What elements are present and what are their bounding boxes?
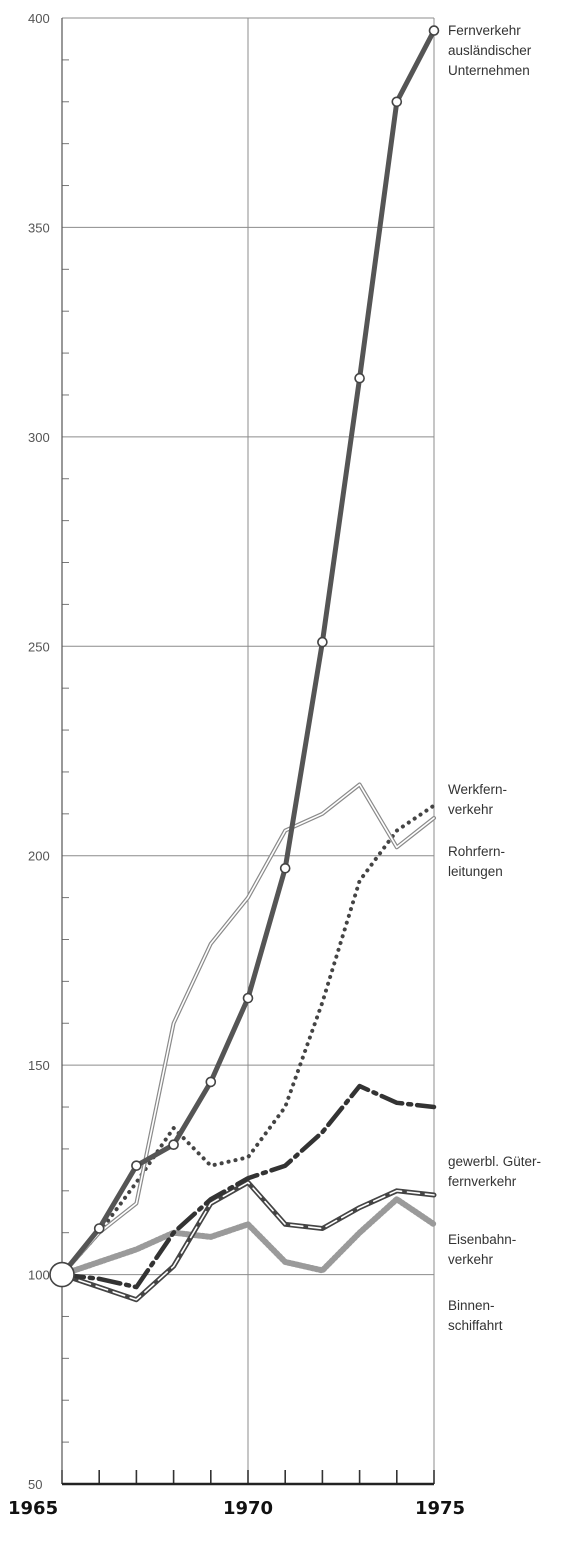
series-label-4-line-1: verkehr (448, 1252, 494, 1267)
y-tick-label-100: 100 (28, 1268, 50, 1283)
data-point (168, 1139, 179, 1151)
minor-ticks (61, 59, 435, 1484)
series-label-1-line-0: Werkfern- (448, 782, 507, 797)
x-tick-label-1970: 1970 (223, 1498, 273, 1519)
series-label-1-line-1: verkehr (448, 802, 494, 817)
series-2 (60, 803, 436, 1277)
series-label-2-line-0: Rohrfern- (448, 844, 505, 859)
series-label-3-line-1: fernverkehr (448, 1174, 517, 1189)
series-label-5-line-1: schiffahrt (448, 1318, 503, 1333)
series-labels: Fernverkehr ausländischer Unternehmen Werkf… (448, 23, 541, 1333)
series-0 (49, 25, 440, 1288)
series-lines (49, 25, 440, 1303)
series-label-2-line-1: leitungen (448, 864, 503, 879)
series-line (59, 1196, 437, 1278)
series-label-4-line-0: Eisenbahn- (448, 1232, 516, 1247)
x-tick-label-1965: 1965 (8, 1498, 58, 1519)
data-point (93, 1223, 105, 1234)
series-label-0-line-2: Unternehmen (448, 63, 530, 78)
data-point (317, 636, 328, 648)
data-point (279, 862, 291, 874)
series-label-5-line-0: Binnen- (448, 1298, 495, 1313)
x-tick-label-1975: 1975 (415, 1498, 465, 1519)
series-line-core (61, 783, 435, 1276)
data-point (242, 992, 254, 1004)
data-point (428, 25, 440, 36)
series-label-0-line-0: Fernverkehr (448, 23, 521, 38)
y-tick-label-250: 250 (28, 639, 50, 654)
data-point (49, 1261, 75, 1288)
series-4 (59, 1179, 437, 1303)
data-point (354, 372, 365, 384)
data-point (131, 1160, 142, 1171)
series-label-0-line-1: ausländischer (448, 43, 532, 58)
y-tick-label-50: 50 (28, 1477, 42, 1492)
series-1 (60, 782, 436, 1277)
y-tick-label-150: 150 (28, 1058, 50, 1073)
y-tick-label-350: 350 (28, 220, 50, 235)
data-point (391, 96, 403, 108)
series-line (59, 1083, 437, 1290)
series-line-core (61, 1181, 435, 1301)
series-5 (59, 1196, 437, 1278)
series-label-3-line-0: gewerbl. Güter- (448, 1154, 541, 1169)
series-3 (59, 1083, 437, 1290)
axes: 50 100 150 200 250 300 350 400 1965 1970 1975 (8, 11, 465, 1519)
y-tick-label-200: 200 (28, 849, 50, 864)
data-point (205, 1076, 217, 1088)
y-tick-label-300: 300 (28, 430, 50, 445)
y-tick-label-400: 400 (28, 11, 50, 26)
series-line (60, 803, 436, 1277)
